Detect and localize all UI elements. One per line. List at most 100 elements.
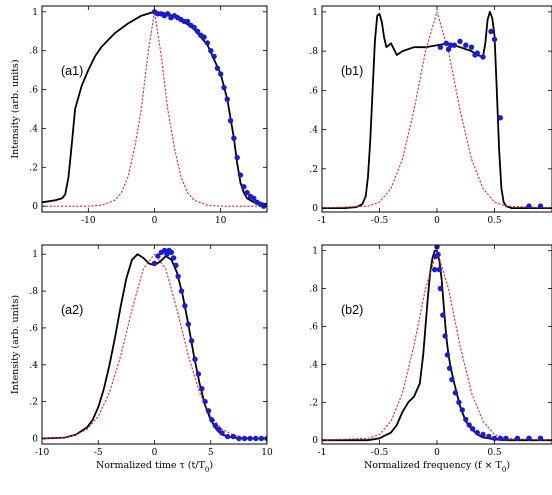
y-tick-label: 0 [312,204,318,214]
data-point [437,285,444,292]
data-point [253,435,259,442]
y-tick-label: .6 [29,86,38,96]
plot-area [42,9,267,209]
data-point [469,426,476,432]
data-point [480,431,486,438]
data-point [211,53,217,60]
series-line-dashed [42,11,267,207]
y-tick-label: 1 [312,247,318,257]
data-point [452,390,459,396]
data-point [191,24,197,31]
y-tick-label: 1 [312,8,318,18]
data-point [463,42,469,48]
panel-b1: -1 -0.5 0 0.5 0 .2 .4 .6 .8 1 (b1) [309,5,552,226]
data-point [188,338,195,344]
data-point [491,435,498,441]
panel-a2: -10 -5 0 5 10 0 .2 .4 .6 .8 1 (a2) Intensity (arb. u… [10,244,273,474]
data-point [445,46,452,52]
y-tick-label: 0 [312,436,318,446]
data-point [231,135,237,141]
data-point [497,115,503,121]
data-point [258,435,265,442]
data-point [170,255,177,261]
data-point [468,44,475,50]
data-point [230,433,236,440]
x-tick-label: 10 [261,448,273,458]
y-tick-label: .2 [29,163,38,173]
data-point [442,333,448,339]
y-tick-label: .2 [309,398,318,408]
data-point [497,435,503,441]
y-tick-label: .4 [309,360,318,370]
data-point [195,371,202,377]
series-line-dashed [322,250,552,441]
data-point [526,203,532,209]
plot-area [322,11,552,209]
data-point [435,251,441,258]
x-tick-label: -1 [318,448,327,458]
data-point [241,435,248,442]
data-point [456,399,462,405]
x-tick-label: 0.5 [487,448,502,458]
data-point [480,54,486,60]
series-line-solid [322,11,552,209]
data-point [443,40,449,46]
x-tick-label: -1 [318,216,327,226]
data-point [244,189,250,196]
data-point [444,352,451,358]
data-point [194,28,201,34]
data-point [241,184,247,190]
x-tick-label: 0 [434,216,440,226]
y-tick-label: .2 [309,165,318,175]
data-point [219,430,225,436]
x-axis-label: Normalized time τ (t/T0) [96,460,213,474]
y-tick-label: .4 [29,361,38,371]
y-axis-label: Intensity (arb. units) [10,59,21,158]
y-tick-label: .6 [309,322,318,332]
series-line-dashed [322,11,552,209]
data-point [457,38,463,44]
x-tick-label: 0.5 [487,216,502,226]
data-point [201,34,207,40]
y-tick-label: .2 [29,398,38,408]
panel-label: (a1) [61,64,83,78]
data-point [224,433,231,440]
x-tick-label: -5 [94,448,103,458]
data-point [184,18,191,25]
data-point [486,433,492,440]
data-point [175,273,181,279]
x-tick-label: 0 [434,448,440,458]
data-point [178,288,185,294]
data-point [251,195,257,202]
panel-label: (b2) [341,303,363,317]
data-point [214,65,221,71]
data-point [227,118,234,124]
data-point [204,40,211,46]
data-point [155,253,161,259]
y-tick-label: .8 [309,285,318,295]
y-tick-label: 0 [32,202,38,212]
y-tick-label: 1 [32,8,38,18]
panel-a1: -10 0 10 0 .2 .4 .6 .8 1 (a1) Intensity (arb. unit… [10,5,268,226]
data-point [503,435,509,441]
data-point [212,422,218,429]
data-point [466,422,472,428]
data-point [514,435,521,441]
y-tick-label: .8 [29,47,38,57]
data-point [446,365,453,371]
plot-area [42,247,267,442]
x-tick-label: -10 [35,448,50,458]
data-point [215,426,222,432]
series-line-solid [42,10,267,206]
x-tick-label: 0 [152,216,158,226]
data-point [537,203,544,209]
data-point [205,408,212,414]
data-point [202,398,208,405]
x-tick-label: 5 [208,448,214,458]
data-point [537,435,544,441]
y-tick-label: 1 [32,250,38,260]
data-point [218,71,224,77]
data-point [165,11,171,17]
data-point [208,48,214,54]
